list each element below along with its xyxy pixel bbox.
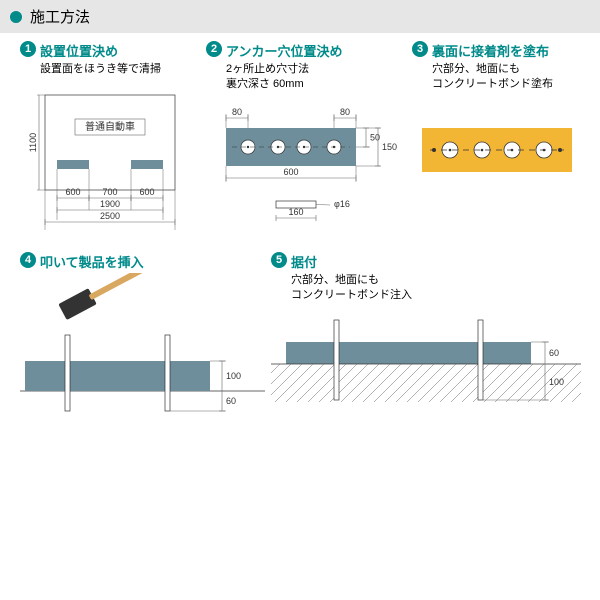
- step-2: 2 アンカー穴位置決め 2ヶ所止め穴寸法 裏穴深さ 60mm 80 80 50150…: [206, 41, 406, 238]
- step-2-sub1: 2ヶ所止め穴寸法: [226, 62, 406, 77]
- step-3-title: 裏面に接着剤を塗布: [432, 41, 549, 60]
- svg-text:80: 80: [232, 107, 242, 117]
- step-1-number: 1: [20, 41, 36, 57]
- svg-text:1900: 1900: [100, 199, 120, 209]
- svg-text:700: 700: [102, 187, 117, 197]
- svg-text:80: 80: [340, 107, 350, 117]
- step-1-title: 設置位置決め: [40, 41, 118, 60]
- step-4: 4 叩いて製品を挿入 100 60: [20, 252, 265, 428]
- step-3: 3 裏面に接着剤を塗布 穴部分、地面にも コンクリートボンド塗布: [412, 41, 582, 238]
- svg-text:1100: 1100: [28, 133, 38, 152]
- svg-text:600: 600: [139, 187, 154, 197]
- step-1: 1 設置位置決め 設置面をほうき等で清掃 普通自動車 600 700 600 1900 2…: [20, 41, 200, 238]
- step-5-title: 据付: [291, 252, 317, 271]
- svg-text:100: 100: [226, 371, 241, 381]
- svg-text:50: 50: [370, 132, 380, 142]
- step-5: 5 据付 穴部分、地面にも コンクリートボンド注入 60 100: [271, 252, 581, 428]
- step-5-sub1: 穴部分、地面にも: [291, 273, 581, 288]
- instructions-panel: 1 設置位置決め 設置面をほうき等で清掃 普通自動車 600 700 600 1900 2…: [0, 33, 600, 428]
- svg-text:60: 60: [226, 396, 236, 406]
- svg-text:普通自動車: 普通自動車: [85, 120, 135, 133]
- header-title: 施工方法: [30, 6, 90, 27]
- step-4-number: 4: [20, 252, 36, 268]
- step-3-number: 3: [412, 41, 428, 57]
- svg-text:φ16: φ16: [334, 199, 350, 209]
- svg-text:600: 600: [283, 167, 298, 177]
- svg-text:600: 600: [65, 187, 80, 197]
- svg-text:100: 100: [549, 377, 564, 387]
- step-3-diagram: [412, 93, 582, 238]
- step-1-diagram: 普通自動車 600 700 600 1900 2500 1100: [20, 77, 200, 237]
- step-3-sub2: コンクリートボンド塗布: [432, 77, 582, 92]
- svg-text:2500: 2500: [100, 211, 120, 221]
- step-5-diagram: 60 100: [271, 304, 581, 424]
- step-1-sub: 設置面をほうき等で清掃: [40, 62, 200, 77]
- svg-text:160: 160: [288, 207, 303, 217]
- step-4-diagram: 100 60: [20, 273, 265, 428]
- step-2-number: 2: [206, 41, 222, 57]
- step-5-number: 5: [271, 252, 287, 268]
- steps-row-1: 1 設置位置決め 設置面をほうき等で清掃 普通自動車 600 700 600 1900 2…: [20, 41, 580, 238]
- section-header: 施工方法: [0, 0, 600, 33]
- header-bullet-icon: [10, 11, 22, 23]
- svg-text:60: 60: [549, 348, 559, 358]
- step-2-sub2: 裏穴深さ 60mm: [226, 77, 406, 92]
- steps-row-2: 4 叩いて製品を挿入 100 60 5 据付 穴部分、地面にも コンクリートボンド…: [20, 252, 580, 428]
- step-4-title: 叩いて製品を挿入: [40, 252, 144, 271]
- step-2-title: アンカー穴位置決め: [226, 41, 342, 60]
- step-5-sub2: コンクリートボンド注入: [291, 288, 581, 303]
- step-3-sub1: 穴部分、地面にも: [432, 62, 582, 77]
- step-2-diagram: 80 80 50150 600 160 φ16: [206, 93, 406, 238]
- svg-text:150: 150: [382, 142, 397, 152]
